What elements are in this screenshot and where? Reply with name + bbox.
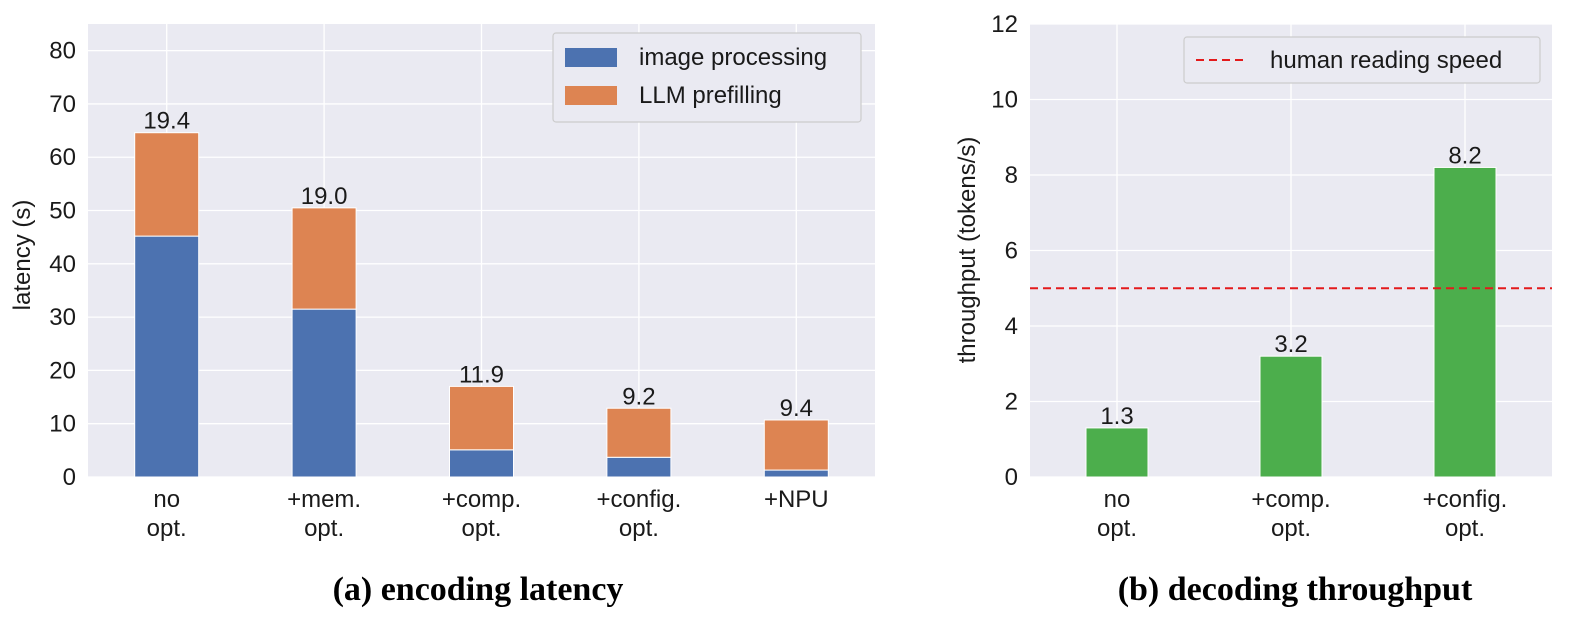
bar-llm-prefilling — [606, 407, 672, 458]
data-label: 19.4 — [143, 108, 190, 135]
x-tick-label-line: opt. — [1445, 515, 1485, 542]
bar — [1259, 355, 1323, 478]
x-tick-label-line: opt. — [1097, 515, 1137, 542]
data-label: 3.2 — [1274, 331, 1307, 358]
legend-swatch — [565, 48, 617, 67]
x-tick-label-line: +comp. — [1251, 486, 1330, 513]
x-tick-label: +config. opt. — [597, 486, 682, 542]
y-tick-label: 20 — [49, 357, 76, 384]
bar-image-processing — [606, 456, 672, 478]
y-tick-label: 4 — [1005, 313, 1018, 340]
legend-label: image processing — [639, 44, 827, 71]
bar — [1433, 166, 1497, 478]
x-tick-label-line: opt. — [1271, 515, 1311, 542]
bar-llm-prefilling — [134, 132, 200, 237]
y-tick-label: 40 — [49, 251, 76, 278]
y-tick-label: 50 — [49, 198, 76, 225]
x-tick-label-line: no — [1104, 486, 1131, 513]
y-tick-label: 30 — [49, 304, 76, 331]
x-tick-label-line: opt. — [304, 515, 344, 542]
y-axis-label: throughput (tokens/s) — [954, 137, 981, 364]
x-tick-label: +comp. opt. — [442, 486, 521, 542]
y-tick-label: 10 — [991, 87, 1018, 114]
x-tick-label: +comp. opt. — [1251, 486, 1330, 542]
legend-box — [1183, 36, 1541, 84]
legend-swatch — [565, 86, 617, 105]
y-tick-label: 2 — [1005, 389, 1018, 416]
data-label: 8.2 — [1448, 142, 1481, 169]
y-tick-label: 60 — [49, 144, 76, 171]
data-label: 1.3 — [1100, 403, 1133, 430]
bar-llm-prefilling — [763, 419, 829, 471]
x-tick-label-line: opt. — [619, 515, 659, 542]
x-tick-label: +mem. opt. — [287, 486, 361, 542]
x-tick-label-line: +comp. — [442, 486, 521, 513]
x-tick-label: +NPU — [764, 486, 829, 513]
x-tick-label-line: opt. — [461, 515, 501, 542]
chart-panel-a: 0102030405060708045.231.55.13.71.319.419… — [9, 24, 875, 608]
x-tick-label: +config. opt. — [1423, 486, 1508, 542]
y-tick-label: 12 — [991, 11, 1018, 38]
legend-box — [552, 32, 862, 123]
y-tick-label: 70 — [49, 91, 76, 118]
x-tick-label: no opt. — [147, 486, 187, 542]
data-label: 11.9 — [459, 361, 504, 388]
bar-image-processing — [449, 449, 514, 478]
data-label: 19.0 — [301, 183, 348, 210]
x-tick-label: no opt. — [1097, 486, 1137, 542]
x-tick-label-line: +config. — [597, 486, 682, 513]
bar-llm-prefilling — [291, 207, 357, 310]
x-tick-label-line: +NPU — [764, 486, 829, 513]
y-tick-label: 0 — [1005, 464, 1018, 491]
bar — [1085, 427, 1149, 478]
y-tick-label: 10 — [49, 411, 76, 438]
y-tick-label: 8 — [1005, 162, 1018, 189]
panel-caption: (b) decoding throughput — [1118, 571, 1473, 608]
x-tick-label-line: no — [153, 486, 180, 513]
y-tick-label: 80 — [49, 38, 76, 65]
bar-image-processing — [291, 308, 357, 478]
legend-label: human reading speed — [1270, 47, 1502, 74]
legend-label: LLM prefilling — [639, 82, 782, 109]
bar-llm-prefilling — [449, 385, 514, 451]
data-label: 9.4 — [780, 395, 813, 422]
bar-image-processing — [134, 235, 200, 478]
x-tick-label-line: opt. — [147, 515, 187, 542]
y-axis-label: latency (s) — [9, 200, 36, 311]
panel-caption: (a) encoding latency — [333, 571, 624, 608]
data-label: 9.2 — [622, 383, 655, 410]
x-tick-label-line: +mem. — [287, 486, 361, 513]
x-tick-label-line: +config. — [1423, 486, 1508, 513]
y-tick-label: 0 — [63, 464, 76, 491]
y-tick-label: 6 — [1005, 238, 1018, 265]
